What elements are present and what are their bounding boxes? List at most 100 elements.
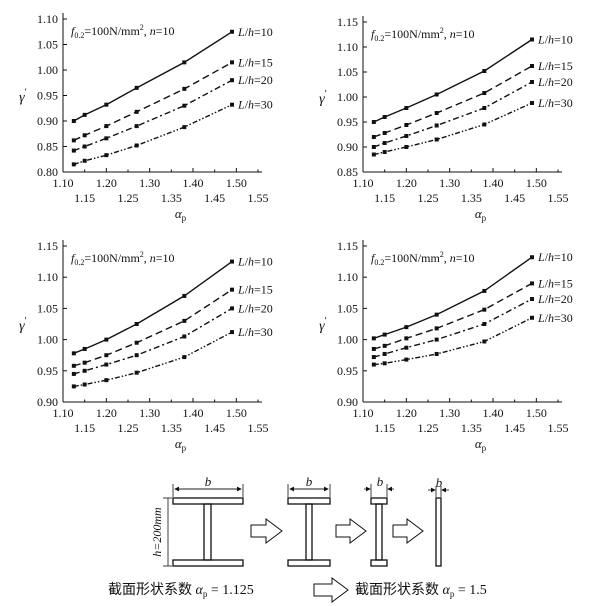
x-tick-label: 1.35 <box>161 421 182 435</box>
x-tick-label: 1.35 <box>461 191 482 205</box>
data-point <box>382 351 387 356</box>
chart-panel-4: 0.900.951.001.051.101.151.10 1.20 1.30 1.40… <box>319 239 573 453</box>
series-label: L/h=30 <box>537 96 573 110</box>
x-tick-label: 1.30 <box>439 176 460 190</box>
i-section-narrow: b <box>364 474 394 567</box>
y-tick-label: 1.15 <box>337 15 358 29</box>
x-axis-label: αp <box>175 436 187 453</box>
i-section-wide: b h=200mm <box>150 474 244 567</box>
chart-panel-2: 0.850.900.951.001.051.101.151.10 1.20 1.30… <box>319 15 573 223</box>
data-point <box>182 318 187 323</box>
y-axis-label: γ′ <box>319 89 327 107</box>
data-point <box>371 336 376 341</box>
condition-annotation: f0.2=100N/mm2, n=10 <box>371 250 475 267</box>
series-line-2 <box>73 289 233 367</box>
data-point <box>482 106 487 110</box>
series-label: L/h=20 <box>537 292 573 306</box>
y-tick-label: 1.05 <box>37 38 58 52</box>
x-tick-label: 1.40 <box>483 406 504 420</box>
chart-panels: 0.80 0.85 0.90 0.95 1.00 1.05 1.10 1.10 1.20 1.30… <box>19 12 573 453</box>
data-point <box>404 134 409 138</box>
condition-annotation: f0.2=100N/mm2, n=10 <box>371 26 475 43</box>
x-tick-label: 1.20 <box>396 176 417 190</box>
y-tick-label: 1.05 <box>37 301 58 315</box>
y-tick-label: 1.05 <box>337 65 358 79</box>
x-tick-label: 1.10 <box>353 176 374 190</box>
data-point <box>382 115 387 119</box>
series-line-3 <box>373 298 533 358</box>
x-tick-label: 1.10 <box>53 406 74 420</box>
x-tick-label: 1.30 <box>139 176 160 190</box>
y-tick-label: 0.95 <box>37 364 58 378</box>
x-tick-label: 1.50 <box>526 176 547 190</box>
x-tick-label: 1.55 <box>248 421 269 435</box>
series-label: L/h=10 <box>537 250 573 264</box>
data-point <box>82 112 87 117</box>
data-point <box>404 123 409 127</box>
caption-arrow <box>313 577 349 603</box>
data-point <box>230 60 234 65</box>
y-tick-label: 1.00 <box>37 63 58 77</box>
series-label: L/h=30 <box>237 325 273 339</box>
data-point <box>71 162 76 167</box>
series-line-4 <box>73 104 233 166</box>
data-point <box>382 141 387 145</box>
data-point <box>482 339 487 344</box>
data-point <box>82 144 87 149</box>
series-line-2 <box>373 282 533 350</box>
y-tick-label: 1.00 <box>37 333 58 347</box>
series-label: L/h=15 <box>237 283 273 297</box>
data-point <box>104 353 109 358</box>
data-point <box>530 297 534 302</box>
x-tick-label: 1.15 <box>374 191 395 205</box>
x-tick-label: 1.50 <box>526 406 547 420</box>
y-tick-label: 1.15 <box>37 239 58 253</box>
x-axis-label: αp <box>475 206 487 223</box>
width-label-1: b <box>205 474 212 489</box>
series-label: L/h=10 <box>237 255 273 269</box>
data-point <box>434 92 439 97</box>
x-tick-label: 1.55 <box>548 191 569 205</box>
y-tick-label: 1.00 <box>337 333 358 347</box>
data-point <box>530 255 534 260</box>
x-tick-label: 1.25 <box>118 191 139 205</box>
data-point <box>371 135 376 139</box>
data-point <box>182 125 187 130</box>
y-tick-label: 1.10 <box>337 40 358 54</box>
x-tick-label: 1.20 <box>96 176 117 190</box>
data-point <box>230 259 234 264</box>
y-tick-label: 1.05 <box>337 301 358 315</box>
y-tick-label: 1.10 <box>337 270 358 284</box>
data-point <box>71 119 76 123</box>
series-label: L/h=20 <box>237 73 273 87</box>
y-tick-label: 0.90 <box>337 395 358 409</box>
series-line-4 <box>73 331 233 388</box>
data-point <box>382 150 387 154</box>
x-tick-label: 1.45 <box>204 191 225 205</box>
series-line-1 <box>373 38 533 123</box>
data-point <box>82 158 87 163</box>
data-point <box>371 355 376 360</box>
y-tick-label: 1.15 <box>337 239 358 253</box>
x-tick-label: 1.15 <box>374 421 395 435</box>
x-tick-label: 1.35 <box>461 421 482 435</box>
data-point <box>482 69 487 73</box>
data-point <box>482 91 487 95</box>
x-tick-label: 1.40 <box>183 176 204 190</box>
data-point <box>230 78 234 83</box>
data-point <box>134 85 139 90</box>
data-point <box>182 293 187 298</box>
condition-annotation: f0.2=100N/mm2, n=10 <box>71 23 175 40</box>
x-tick-label: 1.45 <box>504 421 525 435</box>
x-tick-label: 1.40 <box>483 176 504 190</box>
data-point <box>230 29 234 34</box>
data-point <box>182 334 187 339</box>
plate-section: b <box>428 475 449 567</box>
data-point <box>530 281 534 286</box>
data-point <box>434 326 439 331</box>
x-tick-label: 1.30 <box>439 406 460 420</box>
data-point <box>182 103 187 108</box>
y-tick-label: 0.85 <box>37 140 58 154</box>
data-point <box>434 137 439 142</box>
